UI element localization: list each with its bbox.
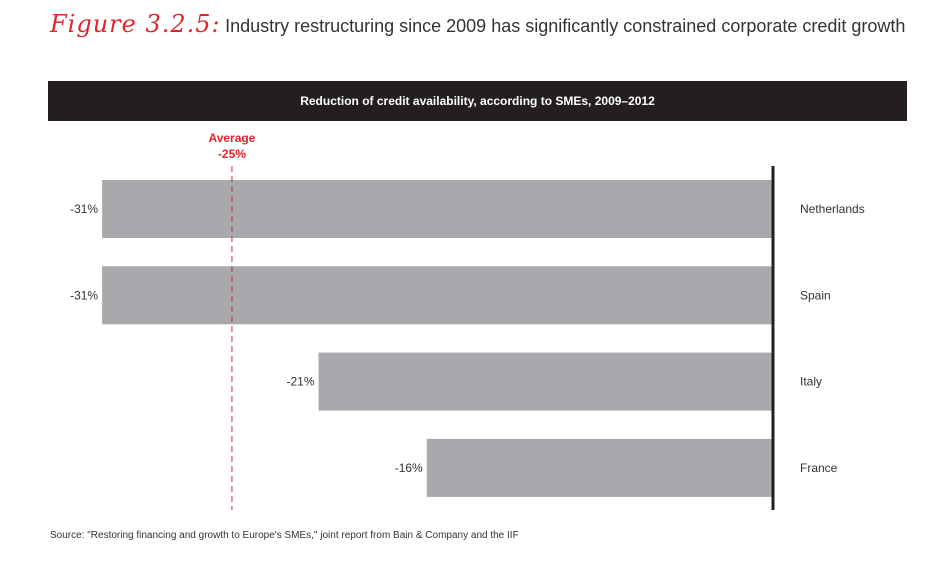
value-label: -16% [395,461,423,475]
source-note: Source: "Restoring financing and growth … [50,530,519,541]
value-label: -31% [70,202,98,216]
chart-title-bar: Reduction of credit availability, accord… [48,81,907,121]
chart-title: Reduction of credit availability, accord… [300,94,655,108]
average-value-label: -25% [218,147,246,161]
bar-netherlands [102,180,773,238]
value-label: -21% [287,375,315,389]
bar-italy [318,352,773,411]
average-label: Average [208,131,255,145]
figure-label: Figure 3.2.5: [50,10,221,38]
figure-heading: Figure 3.2.5: Industry restructuring sin… [50,10,905,38]
figure-title: Industry restructuring since 2009 has si… [225,16,906,36]
bar-spain [102,266,773,325]
category-label: France [800,461,838,475]
category-label: Netherlands [800,202,865,216]
value-label: -31% [70,288,98,302]
category-label: Spain [800,288,831,302]
category-label: Italy [800,375,822,389]
bar-france [426,438,773,497]
